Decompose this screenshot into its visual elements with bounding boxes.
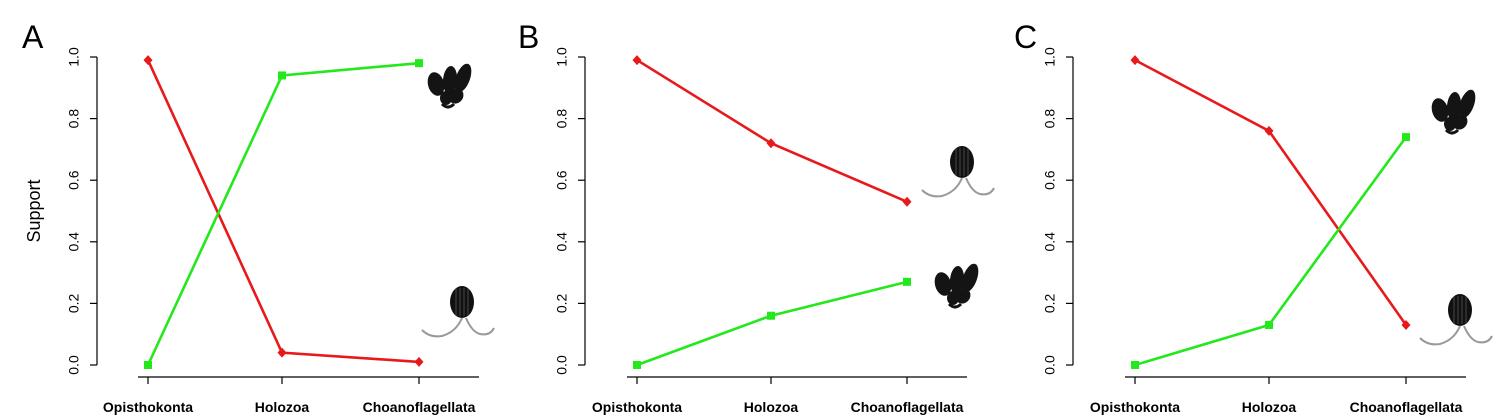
panel-letter: C	[1014, 19, 1037, 55]
choanoflagellate-cell-icon	[921, 146, 995, 198]
data-point	[632, 55, 642, 66]
y-tick-label: 0.8	[1042, 109, 1058, 129]
x-tick-label: Holozoa	[744, 399, 799, 415]
panel-a: A Support 0.0 0.2 0.4 0.6 0.8 1.0 Opisthokonta Ho…	[22, 19, 495, 415]
series-line	[636, 58, 908, 203]
x-tick-label: Holozoa	[1242, 399, 1297, 415]
x-tick-label: Choanoflagellata	[1350, 399, 1463, 415]
y-tick-label: 0.8	[554, 109, 570, 129]
data-point	[1130, 55, 1140, 66]
data-point	[1131, 361, 1139, 369]
data-point	[143, 55, 153, 66]
y-tick-label: 1.0	[1042, 47, 1058, 67]
y-tick-label: 1.0	[66, 47, 82, 67]
series-line	[636, 280, 908, 367]
series-line	[146, 61, 420, 366]
y-tick-label: 0.2	[554, 293, 570, 313]
data-point	[144, 361, 152, 369]
data-point	[1265, 320, 1273, 329]
y-tick-label: 0.2	[66, 293, 82, 313]
panel-letter: A	[22, 19, 44, 55]
data-point	[766, 138, 776, 149]
data-point	[902, 196, 912, 207]
y-tick-label: 0.6	[554, 170, 570, 190]
y-tick-label: 0.6	[66, 170, 82, 190]
data-point	[903, 277, 911, 286]
y-tick-label: 0.4	[66, 232, 82, 252]
series-line	[146, 59, 420, 364]
panel-c: C 0.0 0.2 0.4 0.6 0.8 1.0 Opisthokonta Holozoa Ch…	[1014, 19, 1493, 415]
choanoflagellate-colony-icon	[1431, 89, 1476, 135]
data-point	[1401, 319, 1411, 330]
x-tick-label: Opisthokonta	[592, 399, 682, 415]
x-tick-label: Choanoflagellata	[851, 399, 964, 415]
y-tick-label: 1.0	[554, 47, 570, 67]
choanoflagellate-cell-icon	[421, 286, 495, 338]
x-tick-label: Holozoa	[255, 399, 310, 415]
panel-b: B 0.0 0.2 0.4 0.6 0.8 1.0 Opisthokonta Holozoa Ch…	[518, 19, 995, 415]
y-tick-label: 0.0	[1042, 355, 1058, 375]
data-point	[278, 71, 286, 80]
x-tick-label: Opisthokonta	[1090, 399, 1180, 415]
panel-letter: B	[518, 19, 539, 55]
data-point	[414, 356, 424, 367]
y-tick-label: 0.4	[554, 232, 570, 252]
data-point	[415, 59, 423, 68]
data-point	[633, 361, 641, 369]
x-tick-label: Choanoflagellata	[363, 399, 476, 415]
data-point	[1264, 125, 1274, 136]
y-tick-label: 0.4	[1042, 232, 1058, 252]
data-point	[277, 347, 287, 358]
data-point	[767, 311, 775, 320]
y-tick-label: 0.0	[66, 355, 82, 375]
choanoflagellate-colony-icon	[427, 63, 472, 109]
data-point	[1402, 133, 1410, 142]
y-tick-label: 0.2	[1042, 293, 1058, 313]
y-tick-label: 0.0	[554, 355, 570, 375]
series-line	[1134, 136, 1408, 367]
y-axis-label: Support	[24, 179, 44, 242]
choanoflagellate-cell-icon	[1419, 294, 1493, 346]
y-tick-label: 0.6	[1042, 170, 1058, 190]
x-tick-label: Opisthokonta	[103, 399, 193, 415]
y-tick-label: 0.8	[66, 109, 82, 129]
choanoflagellate-colony-icon	[934, 263, 979, 309]
